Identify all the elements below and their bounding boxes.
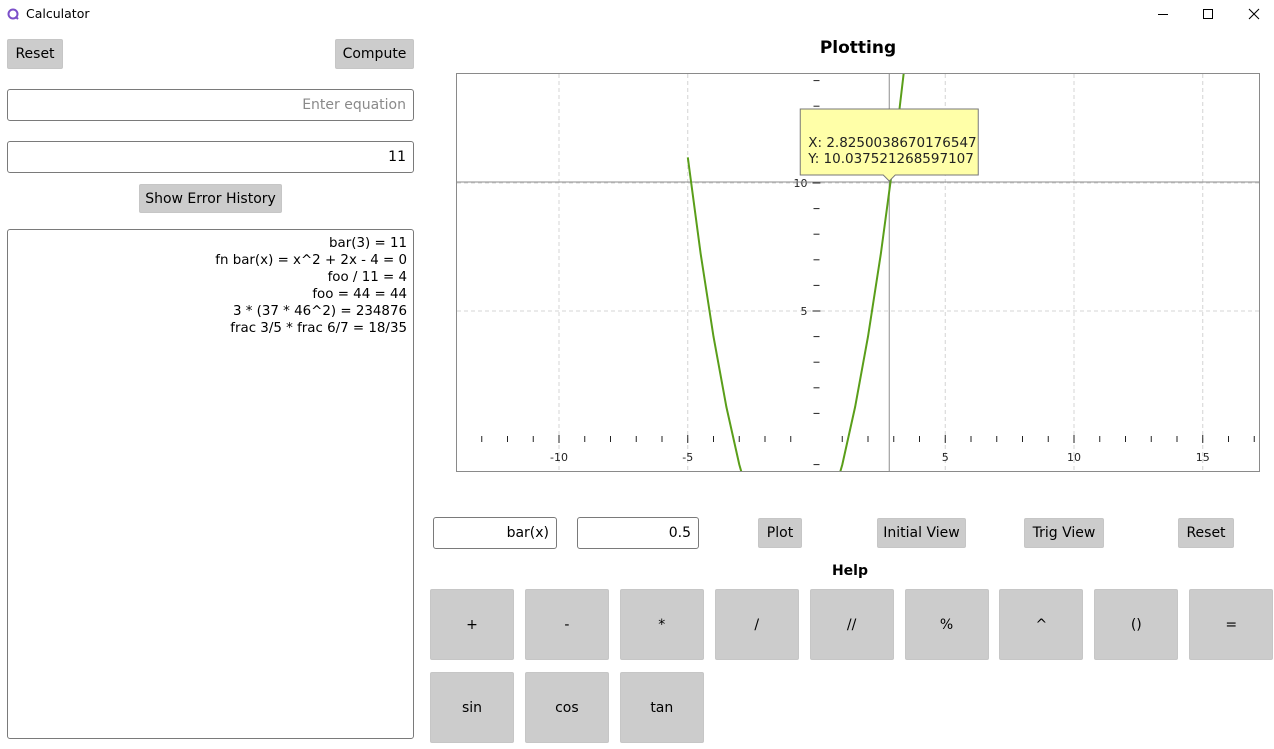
- minimize-icon: [1158, 14, 1168, 15]
- x-tick-label: 10: [1067, 451, 1081, 464]
- history-item: frac 3/5 * frac 6/7 = 18/35: [230, 320, 407, 336]
- result-field[interactable]: 11: [7, 141, 414, 173]
- key-multiply[interactable]: *: [619, 589, 704, 660]
- tooltip-x-value: X: 2.8250038670176547: [808, 135, 976, 151]
- y-tick-label: 10: [794, 177, 808, 190]
- x-tick-label: 5: [942, 451, 949, 464]
- close-icon: [1248, 8, 1260, 20]
- maximize-icon: [1203, 9, 1213, 19]
- history-item: foo / 11 = 4: [327, 269, 407, 285]
- tooltip-y-value: Y: 10.037521268597107: [807, 151, 974, 167]
- plot-reset-button[interactable]: Reset: [1178, 518, 1234, 548]
- initial-view-button[interactable]: Initial View: [877, 518, 966, 548]
- maximize-button[interactable]: [1185, 0, 1231, 28]
- x-tick-label: 15: [1196, 451, 1210, 464]
- history-list[interactable]: bar(3) = 11 fn bar(x) = x^2 + 2x - 4 = 0…: [7, 229, 414, 739]
- plot-button[interactable]: Plot: [758, 518, 802, 548]
- window-title: Calculator: [26, 6, 90, 21]
- calculator-app-icon: [7, 8, 19, 20]
- function-input[interactable]: bar(x): [433, 517, 557, 549]
- equation-placeholder: Enter equation: [302, 97, 406, 113]
- trig-view-button[interactable]: Trig View: [1024, 518, 1104, 548]
- minimize-button[interactable]: [1140, 0, 1186, 28]
- function-value: bar(x): [506, 525, 549, 541]
- crosshair-tooltip: [799, 108, 979, 182]
- close-button[interactable]: [1231, 0, 1274, 28]
- key-equals[interactable]: =: [1189, 589, 1274, 660]
- plot-area[interactable]: -10 -5 5 10 15 5 10 X: 2.8250038670176547 Y: 10.…: [456, 73, 1260, 472]
- x-tick-label: -10: [550, 451, 568, 464]
- history-item: bar(3) = 11: [329, 236, 407, 251]
- history-item: 3 * (37 * 46^2) = 234876: [232, 303, 407, 319]
- plot-title: Plotting: [819, 38, 897, 58]
- key-plus[interactable]: +: [430, 589, 514, 660]
- key-tan[interactable]: tan: [619, 672, 704, 743]
- history-item: fn bar(x) = x^2 + 2x - 4 = 0: [215, 252, 407, 268]
- equation-input[interactable]: Enter equation: [7, 89, 414, 121]
- y-tick-label: 5: [801, 305, 808, 318]
- x-tick-label: -5: [682, 451, 693, 464]
- compute-button[interactable]: Compute: [335, 39, 414, 69]
- title-bar: Calculator: [0, 0, 1274, 28]
- key-floor-divide[interactable]: //: [809, 589, 894, 660]
- key-parentheses[interactable]: (): [1094, 589, 1179, 660]
- history-item: foo = 44 = 44: [312, 286, 407, 302]
- function-curve: [686, 74, 905, 471]
- key-minus[interactable]: -: [524, 589, 609, 660]
- result-value: 11: [388, 149, 406, 165]
- step-input[interactable]: 0.5: [577, 517, 699, 549]
- key-modulo[interactable]: %: [904, 589, 989, 660]
- step-value: 0.5: [668, 525, 691, 541]
- show-error-history-button[interactable]: Show Error History: [139, 184, 282, 213]
- key-divide[interactable]: /: [714, 589, 799, 660]
- key-sin[interactable]: sin: [430, 672, 514, 743]
- key-power[interactable]: ^: [999, 589, 1084, 660]
- help-link[interactable]: Help: [831, 563, 869, 579]
- reset-button[interactable]: Reset: [7, 39, 63, 69]
- key-cos[interactable]: cos: [524, 672, 609, 743]
